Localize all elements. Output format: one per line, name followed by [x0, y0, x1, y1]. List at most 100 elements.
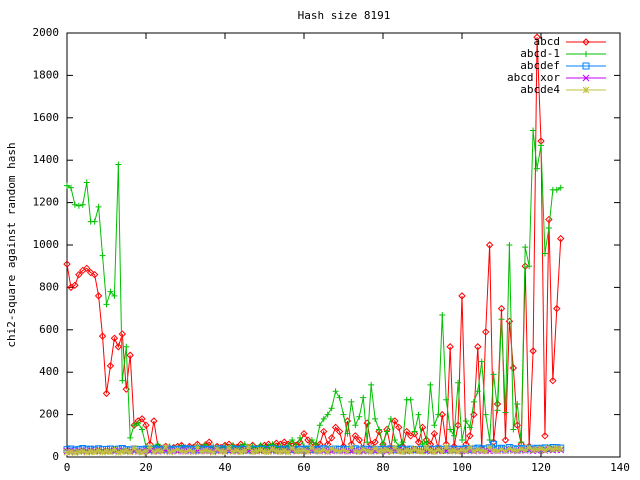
data-point: [79, 447, 87, 455]
data-point: [367, 448, 375, 456]
data-point: [494, 447, 501, 455]
data-point: [316, 440, 324, 448]
data-point: [118, 448, 126, 455]
x-tick-label: 40: [218, 461, 231, 474]
data-point: [557, 234, 565, 243]
data-point: [289, 437, 296, 444]
data-point: [466, 444, 474, 452]
y-tick-label: 200: [39, 408, 59, 421]
data-point: [379, 447, 387, 454]
data-point: [458, 446, 466, 454]
data-point: [451, 432, 458, 439]
data-point: [292, 447, 300, 455]
data-point: [63, 260, 71, 268]
data-point: [245, 443, 253, 451]
data-point: [364, 439, 371, 446]
data-point: [498, 446, 505, 453]
data-point: [411, 428, 418, 435]
data-point: [509, 446, 517, 454]
data-point: [427, 381, 434, 388]
data-point: [545, 225, 552, 232]
data-point: [459, 437, 465, 444]
data-point: [371, 445, 379, 452]
data-point: [538, 142, 544, 149]
data-point: [490, 440, 498, 448]
data-point: [86, 268, 95, 277]
data-point: [138, 448, 146, 456]
data-point: [545, 215, 553, 224]
data-point: [229, 442, 236, 449]
y-tick-label: 1400: [33, 153, 60, 166]
data-point: [430, 429, 439, 438]
data-point: [75, 270, 83, 279]
data-point: [123, 343, 130, 350]
data-point: [497, 304, 506, 313]
data-point: [122, 447, 130, 455]
data-point: [241, 447, 249, 455]
data-point: [443, 396, 450, 403]
data-point: [470, 398, 477, 405]
data-point: [142, 421, 150, 429]
data-point: [376, 426, 383, 433]
data-point: [359, 446, 367, 453]
data-point: [530, 127, 537, 134]
data-point: [455, 379, 462, 386]
data-point: [407, 396, 414, 403]
data-point: [399, 448, 407, 456]
data-point: [514, 401, 521, 407]
data-point: [426, 440, 435, 448]
data-point: [300, 429, 308, 438]
data-point: [348, 398, 355, 405]
data-point: [79, 201, 86, 208]
data-point: [126, 351, 134, 359]
data-point: [138, 415, 146, 423]
data-point: [111, 292, 118, 299]
data-point: [474, 446, 482, 454]
data-point: [447, 426, 454, 433]
legend-marker: [583, 51, 589, 57]
data-point: [135, 420, 142, 427]
legend-label: abcd xor: [507, 71, 560, 84]
data-point: [182, 448, 189, 456]
data-point: [344, 448, 351, 455]
data-point: [502, 447, 509, 455]
data-point: [506, 445, 513, 452]
data-point: [320, 427, 328, 436]
data-point: [368, 381, 375, 388]
data-point: [91, 218, 98, 225]
data-point: [545, 444, 553, 452]
data-point: [553, 445, 561, 452]
data-point: [174, 446, 181, 453]
data-point: [150, 417, 158, 425]
data-point: [533, 446, 541, 453]
data-point: [427, 447, 434, 454]
data-point: [387, 448, 395, 455]
data-point: [395, 447, 403, 455]
x-tick-label: 0: [64, 461, 71, 474]
y-tick-label: 1000: [33, 238, 60, 251]
data-point: [119, 377, 126, 384]
y-tick-label: 600: [39, 323, 59, 336]
data-point: [522, 244, 529, 251]
data-point: [454, 448, 462, 455]
data-point: [304, 436, 312, 444]
data-point: [131, 422, 138, 429]
y-tick-label: 1800: [33, 68, 60, 81]
data-point: [482, 411, 489, 418]
data-point: [410, 429, 419, 438]
data-point: [186, 446, 193, 454]
data-point: [478, 358, 485, 365]
data-point: [142, 447, 150, 455]
data-point: [462, 417, 469, 424]
data-point: [166, 448, 174, 456]
data-point: [269, 445, 276, 453]
data-point: [438, 410, 446, 419]
data-point: [285, 442, 292, 449]
legend-label: abcd: [534, 35, 561, 48]
data-point: [217, 447, 225, 455]
data-point: [415, 411, 422, 418]
data-point: [95, 203, 102, 210]
data-point: [423, 444, 430, 452]
data-point: [332, 447, 339, 454]
data-point: [529, 347, 537, 355]
